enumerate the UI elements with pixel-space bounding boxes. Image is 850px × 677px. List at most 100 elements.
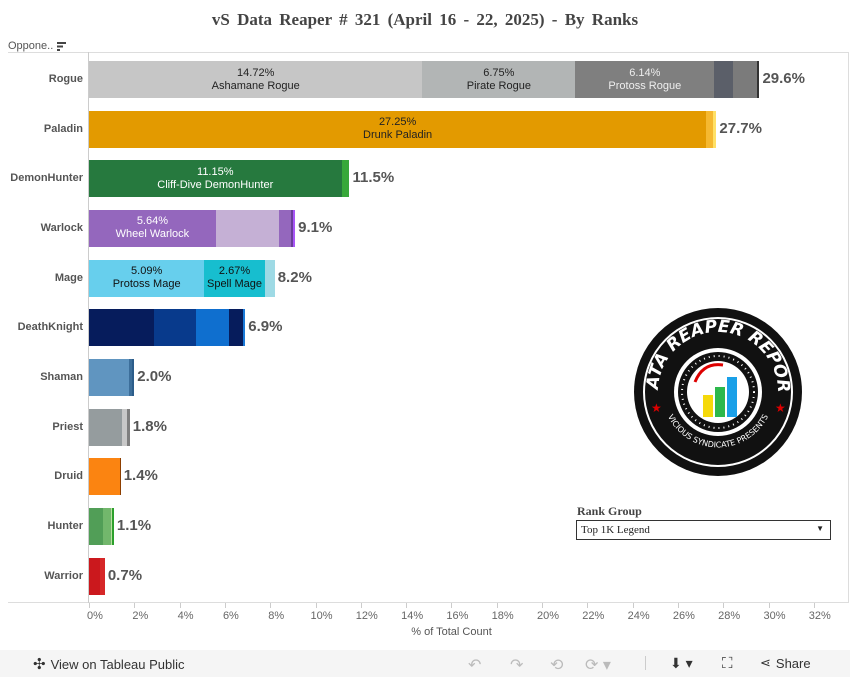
bar-segment[interactable]: [132, 358, 135, 396]
segment-percent: 27.25%: [378, 116, 417, 129]
x-tick-label: 6%: [222, 610, 239, 622]
segment-percent: 6.75%: [483, 66, 515, 79]
bar-segment[interactable]: [89, 408, 123, 446]
sort-icon[interactable]: [56, 41, 67, 51]
bar-segment[interactable]: [264, 259, 275, 297]
bar-segment[interactable]: [243, 309, 246, 347]
segment-label: Drunk Paladin: [363, 129, 433, 142]
bar-segment[interactable]: 6.14% Protoss Rogue: [575, 61, 715, 98]
x-tick-mark: [542, 603, 543, 608]
x-tick-mark: [134, 603, 136, 608]
x-tick-label: 24%: [627, 610, 650, 622]
download-icon[interactable]: ⬇ ▾: [670, 655, 693, 671]
total-label: 1.4%: [123, 467, 158, 485]
bar-segment[interactable]: [278, 209, 292, 247]
bar-segment[interactable]: [706, 110, 713, 148]
redo-icon[interactable]: ↷: [510, 657, 524, 674]
share-button[interactable]: ⋖ Share: [760, 655, 811, 671]
bar-segment[interactable]: [127, 408, 130, 446]
total-label: 1.8%: [132, 417, 167, 435]
x-tick-label: 16%: [446, 610, 469, 622]
bar-segment[interactable]: 27.25% Drunk Paladin: [89, 110, 707, 148]
column-header-label: Oppone..: [8, 40, 54, 52]
category-label: Warrior: [44, 569, 83, 582]
x-tick-label: 18%: [491, 610, 514, 622]
bar-segment[interactable]: 5.64% Wheel Warlock: [89, 209, 216, 247]
y-axis-line: [88, 52, 89, 603]
rank-group-selected: Top 1K Legend: [581, 524, 650, 536]
x-tick-label: 32%: [808, 610, 831, 622]
category-label: Mage: [54, 271, 83, 284]
segment-percent: 11.15%: [197, 165, 234, 178]
bar-segment[interactable]: [195, 309, 229, 347]
x-tick-label: 4%: [177, 610, 194, 622]
category-label: Shaman: [40, 370, 83, 383]
bar-segment[interactable]: [89, 358, 129, 396]
total-label: 2.0%: [137, 367, 172, 385]
bar-segment[interactable]: [341, 160, 350, 198]
bar-segment[interactable]: [757, 61, 760, 98]
bar-segment[interactable]: [154, 309, 196, 347]
segment-label: Cliff-Dive DemonHunter: [157, 178, 274, 191]
star-icon: ★: [775, 401, 786, 415]
segment-label: Ashamane Rogue: [211, 79, 300, 92]
dashboard-title: vS Data Reaper # 321 (April 16 - 22, 202…: [211, 10, 639, 29]
bar-segment[interactable]: [110, 507, 113, 545]
x-tick-mark: [89, 603, 90, 608]
fullscreen-icon[interactable]: ⛶: [722, 655, 733, 672]
view-on-tableau-button[interactable]: ✣ View on Tableau Public: [33, 655, 185, 673]
bar-segment[interactable]: [119, 458, 121, 496]
bar-segment[interactable]: [89, 507, 104, 545]
bar-segment[interactable]: [122, 408, 128, 446]
bar-segment[interactable]: 5.09% Protoss Mage: [89, 259, 205, 297]
bar-segment[interactable]: [89, 309, 154, 347]
category-label: Warlock: [40, 221, 83, 234]
x-tick-mark: [179, 603, 181, 608]
category-label: Paladin: [43, 122, 83, 135]
x-tick-mark: [406, 603, 408, 608]
revert-icon[interactable]: ⟲: [550, 657, 564, 674]
x-tick-label: 26%: [672, 610, 695, 622]
x-tick-mark: [315, 603, 317, 608]
x-tick-mark: [360, 603, 362, 608]
dropdown-arrow-icon: ▼: [816, 524, 824, 533]
bar-segment[interactable]: [89, 557, 101, 595]
bar-segment[interactable]: [103, 507, 111, 545]
rank-group-dropdown[interactable]: Top 1K Legend ▼: [576, 520, 831, 540]
bar-segment[interactable]: [733, 61, 758, 98]
x-tick-label: 30%: [763, 610, 786, 622]
bar-segment[interactable]: [228, 309, 243, 347]
total-label: 1.1%: [116, 516, 152, 534]
column-header[interactable]: Oppone..: [8, 40, 67, 52]
bar-segment[interactable]: [100, 557, 105, 595]
x-tick-label: 28%: [718, 610, 741, 622]
bar-segment[interactable]: [713, 110, 717, 148]
x-tick-label: 22%: [582, 610, 605, 622]
bar-segment[interactable]: 14.72% Ashamane Rogue: [89, 61, 423, 98]
bar-segment[interactable]: [291, 209, 293, 247]
x-tick-label: 0%: [87, 610, 103, 622]
chart-frame: [8, 52, 849, 603]
total-label: 29.6%: [762, 70, 805, 87]
tableau-icon: ✣: [33, 656, 46, 673]
bar-segment[interactable]: [292, 209, 296, 247]
category-label: Hunter: [47, 519, 83, 532]
x-tick-label: 10%: [310, 610, 333, 622]
bar-segment[interactable]: [89, 458, 120, 496]
segment-percent: 5.09%: [131, 265, 163, 278]
bar-segment[interactable]: 11.15% Cliff-Dive DemonHunter: [89, 160, 342, 198]
bar-segment[interactable]: [112, 507, 114, 545]
bar-segment[interactable]: [128, 358, 133, 396]
x-tick-mark: [587, 603, 589, 608]
x-tick-mark: [224, 603, 226, 608]
category-label: Priest: [52, 420, 83, 433]
x-tick-mark: [451, 603, 453, 608]
bar-segment[interactable]: [215, 209, 279, 247]
bar-segment[interactable]: 6.75% Pirate Rogue: [422, 61, 576, 98]
tableau-toolbar: ✣ View on Tableau Public ↶ ↷ ⟲ ⟳ ▾ ⬇ ▾ ⛶ …: [0, 650, 850, 677]
bar-segment[interactable]: 2.67% Spell Mage: [204, 259, 265, 297]
undo-icon[interactable]: ↶: [468, 657, 482, 674]
toolbar-divider: [645, 656, 646, 670]
refresh-icon[interactable]: ⟳ ▾: [585, 657, 611, 674]
bar-segment[interactable]: [714, 61, 734, 98]
